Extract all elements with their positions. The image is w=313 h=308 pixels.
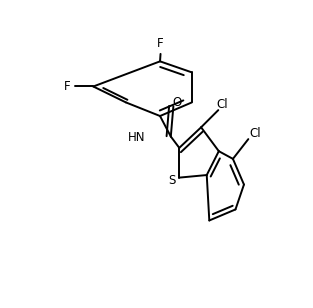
- Text: F: F: [64, 80, 71, 93]
- Text: S: S: [169, 174, 176, 187]
- Text: Cl: Cl: [216, 98, 228, 111]
- Text: Cl: Cl: [250, 128, 261, 140]
- Text: O: O: [172, 96, 182, 109]
- Text: HN: HN: [128, 131, 146, 144]
- Text: F: F: [157, 37, 164, 51]
